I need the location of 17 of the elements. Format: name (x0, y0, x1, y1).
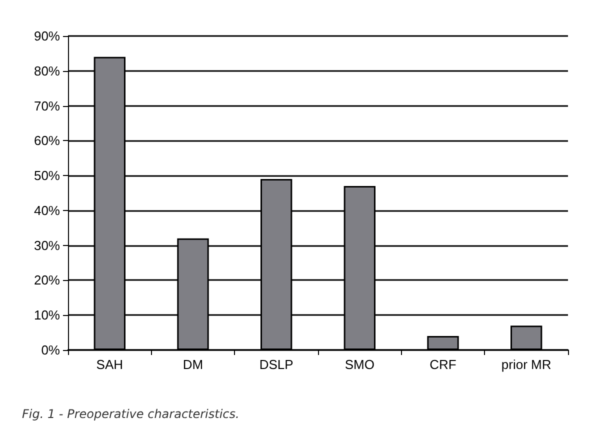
y-tick-label: 90% (34, 28, 60, 44)
y-tick-label: 50% (34, 168, 60, 184)
y-tick-label: 60% (34, 133, 60, 148)
caption: Fig. 1 - Preoperative characteristics. (22, 407, 240, 421)
x-tick-label: DSLP (259, 357, 294, 372)
y-tick-label: 10% (34, 308, 60, 323)
y-tick-label: 70% (34, 98, 60, 114)
x-tick-label: prior MR (501, 357, 552, 372)
y-tick-label: 20% (34, 272, 60, 288)
y-tick-label: 80% (34, 63, 60, 78)
x-tick-label: SMO (344, 357, 374, 372)
y-tick-label: 40% (34, 202, 60, 218)
x-tick-label: SAH (96, 357, 124, 372)
y-tick-label: 30% (34, 238, 60, 253)
x-tick-label: DM (182, 357, 204, 372)
y-tick-label: 0% (41, 342, 60, 358)
x-tick-label: CRF (430, 357, 456, 372)
